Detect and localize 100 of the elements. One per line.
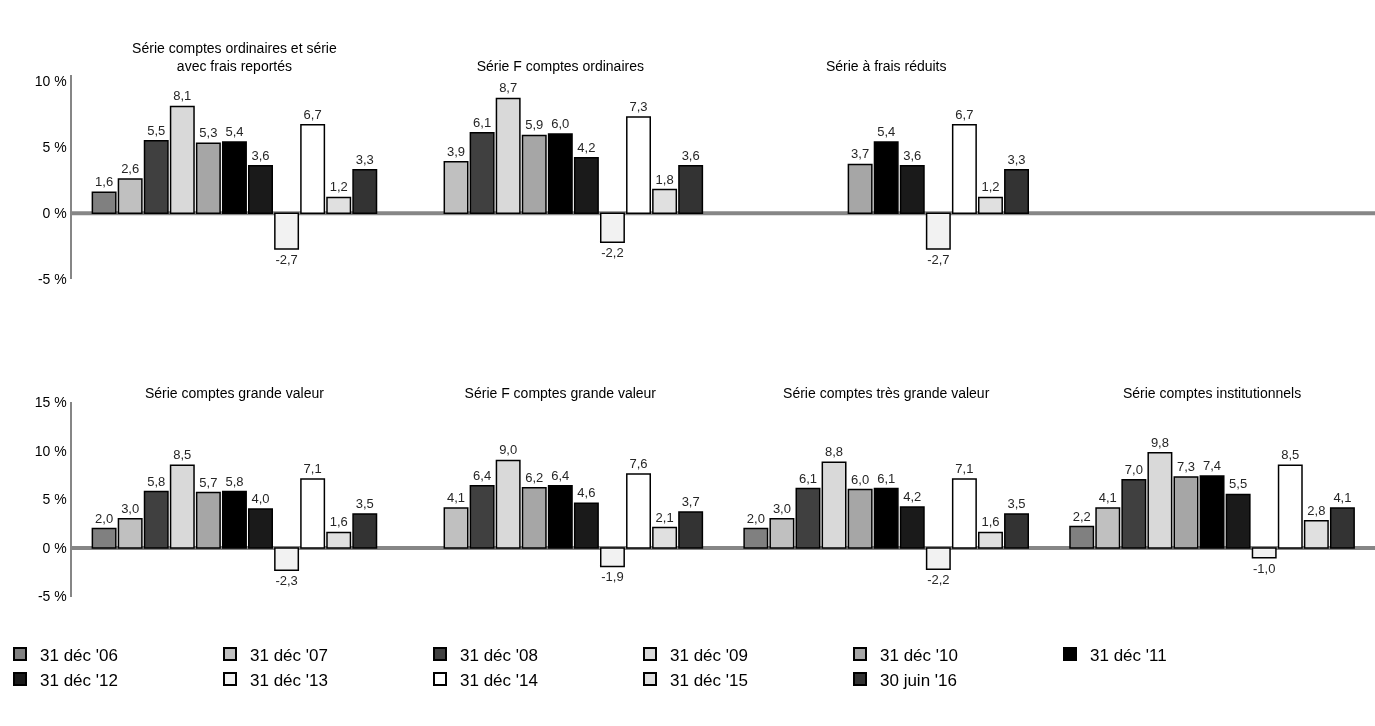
legend-label: 31 déc '07	[250, 645, 328, 665]
data-label: 7,3	[1176, 458, 1196, 474]
data-label: 4,1	[1098, 490, 1117, 506]
data-label: -2,7	[927, 251, 950, 267]
data-label: 7,0	[1124, 461, 1143, 477]
legend-label: 31 déc '11	[1090, 645, 1167, 665]
data-label: 6,2	[525, 469, 544, 485]
data-label: 6,0	[851, 471, 870, 487]
data-label: 5,4	[877, 124, 896, 140]
data-label: -1,0	[1253, 560, 1276, 576]
legend-label: 31 déc '15	[670, 670, 748, 690]
data-label: 8,5	[1281, 447, 1300, 463]
data-label: 6,4	[551, 467, 570, 483]
data-label: 7,1	[955, 460, 974, 476]
bar	[1173, 476, 1199, 549]
data-label: 6,1	[877, 470, 896, 486]
data-label: 2,0	[746, 510, 765, 526]
data-label: 7,4	[1203, 457, 1222, 473]
data-label: 8,7	[499, 80, 518, 96]
data-label: 9,8	[1150, 434, 1169, 450]
x-tick-label: Série comptes institutionnels	[1122, 385, 1302, 402]
legend-label: 31 déc '08	[460, 645, 538, 665]
legend-label: 31 déc '06	[40, 645, 118, 665]
data-label: 2,0	[95, 510, 114, 526]
data-label: 5,8	[225, 473, 244, 489]
data-label: 8,1	[173, 88, 192, 104]
data-label: 1,8	[655, 171, 674, 187]
data-label: 7,6	[629, 456, 648, 472]
data-label: 7,1	[303, 460, 322, 476]
data-label: 2,2	[1072, 508, 1091, 524]
data-label: 7,3	[629, 98, 648, 114]
data-label: 3,6	[251, 147, 270, 163]
data-label: -2,7	[275, 251, 298, 267]
x-tick-label: Série F comptes ordinaires	[476, 57, 644, 74]
data-label: 3,7	[851, 146, 870, 162]
data-label: -2,2	[927, 572, 950, 588]
data-label: 3,9	[446, 143, 466, 159]
bar	[795, 487, 821, 549]
data-label: 5,8	[147, 473, 166, 489]
data-label: 5,5	[1229, 476, 1248, 492]
y-tick-label: 15 %	[34, 393, 67, 410]
y-tick-label: 0 %	[42, 539, 67, 556]
x-tick-label: Série comptes grande valeur	[144, 385, 325, 402]
data-label: 5,7	[199, 474, 218, 490]
data-label: 3,5	[355, 495, 374, 511]
data-label: 2,6	[121, 160, 140, 176]
data-label: 1,6	[329, 514, 348, 530]
data-label: 3,3	[1007, 151, 1026, 167]
data-label: 9,0	[499, 442, 518, 458]
data-label: 4,1	[1333, 490, 1352, 506]
data-label: 6,0	[551, 116, 570, 132]
data-label: 1,6	[95, 174, 114, 190]
legend-label: 31 déc '12	[40, 670, 118, 690]
legend-label: 31 déc '14	[460, 670, 538, 690]
legend-label: 31 déc '09	[670, 645, 748, 665]
y-tick-label: 10 %	[34, 73, 67, 90]
data-label: 4,1	[446, 490, 466, 506]
data-label: 6,7	[303, 106, 322, 122]
y-tick-label: 0 %	[42, 205, 67, 222]
data-label: 5,3	[199, 125, 218, 141]
data-label: 1,6	[981, 514, 1000, 530]
data-label: 4,6	[577, 485, 596, 501]
legend-label: 31 déc '10	[880, 645, 958, 665]
data-label: 3,6	[681, 147, 700, 163]
data-label: 3,6	[903, 147, 922, 163]
data-label: 5,9	[525, 117, 544, 133]
data-label: 2,8	[1307, 502, 1326, 518]
y-tick-label: 5 %	[42, 491, 67, 508]
data-label: -1,9	[601, 569, 624, 585]
data-label: 3,7	[681, 493, 700, 509]
y-tick-label: -5 %	[37, 271, 67, 288]
data-label: 6,1	[473, 114, 492, 130]
x-tick-label: Série comptes ordinaires et série avec frais reportés	[132, 39, 337, 74]
data-label: 6,7	[955, 106, 974, 122]
y-tick-label: 5 %	[42, 139, 67, 156]
data-label: 5,5	[147, 122, 166, 138]
data-label: 2,1	[655, 509, 674, 525]
data-label: 6,4	[473, 467, 492, 483]
data-label: 3,5	[1007, 495, 1026, 511]
data-label: 3,3	[355, 151, 374, 167]
x-tick-label: Série F comptes grande valeur	[464, 385, 657, 402]
data-label: 5,4	[225, 124, 244, 140]
y-tick-label: -5 %	[37, 588, 67, 605]
y-tick-label: 10 %	[34, 442, 67, 459]
x-tick-label: Série à frais réduits	[825, 57, 947, 74]
data-label: 3,0	[121, 500, 140, 516]
data-label: 1,2	[981, 179, 1000, 195]
legend-label: 31 déc '13	[250, 670, 328, 690]
data-label: -2,3	[275, 573, 298, 589]
data-label: 6,1	[798, 470, 818, 486]
data-label: 4,2	[577, 139, 596, 155]
data-label: 1,2	[329, 179, 348, 195]
data-label: 8,8	[825, 444, 844, 460]
data-label: 4,0	[251, 491, 270, 507]
data-label: -2,2	[601, 245, 624, 261]
data-label: 3,0	[772, 500, 791, 516]
x-tick-label: Série comptes très grande valeur	[783, 385, 990, 402]
data-label: 8,5	[173, 447, 192, 463]
data-label: 4,2	[903, 489, 922, 505]
legend-label: 30 juin '16	[880, 670, 957, 690]
